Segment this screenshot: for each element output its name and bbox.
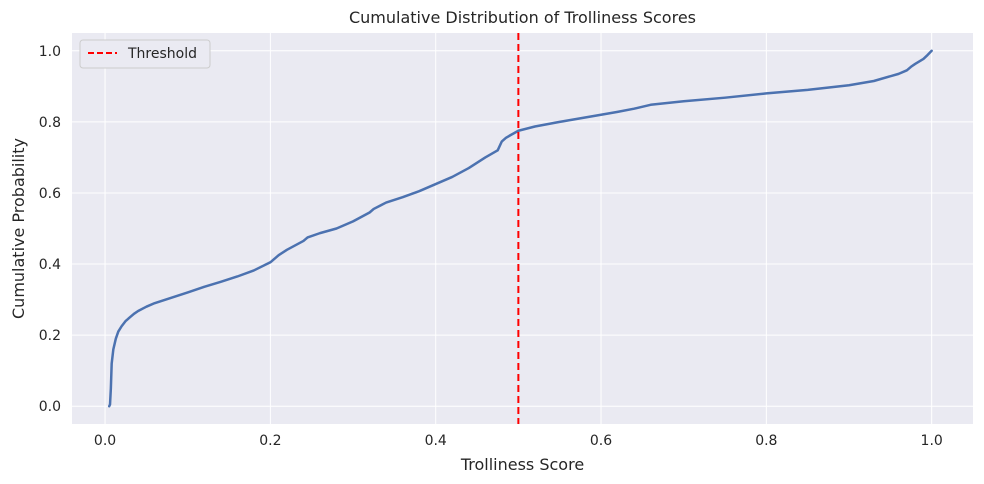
x-tick-label: 0.6 — [590, 433, 612, 449]
cdf-line — [107, 49, 933, 408]
y-axis-title: Cumulative Probability — [9, 138, 28, 319]
legend-box — [79, 39, 211, 69]
chart-title: Cumulative Distribution of Trolliness Sc… — [349, 8, 696, 27]
legend: Threshold — [79, 39, 211, 69]
y-tick-label: 1.0 — [39, 44, 61, 60]
plot-area — [72, 33, 973, 424]
legend-threshold-label: Threshold — [127, 46, 197, 62]
grid-lines — [72, 33, 973, 424]
y-tick-label: 0.0 — [39, 399, 61, 415]
x-tick-label: 0.8 — [755, 433, 777, 449]
series-layer — [107, 49, 933, 408]
y-tick-labels: 0.0 0.2 0.4 0.6 0.8 1.0 — [39, 44, 61, 415]
x-tick-label: 1.0 — [921, 433, 943, 449]
y-tick-label: 0.4 — [39, 257, 61, 273]
x-tick-label: 0.2 — [259, 433, 281, 449]
x-tick-label: 0.0 — [94, 433, 116, 449]
y-tick-label: 0.6 — [39, 186, 61, 202]
y-tick-label: 0.8 — [39, 115, 61, 131]
x-axis-title: Trolliness Score — [460, 455, 584, 474]
x-tick-labels: 0.0 0.2 0.4 0.6 0.8 1.0 — [94, 433, 943, 449]
x-tick-label: 0.4 — [425, 433, 447, 449]
y-tick-label: 0.2 — [39, 328, 61, 344]
